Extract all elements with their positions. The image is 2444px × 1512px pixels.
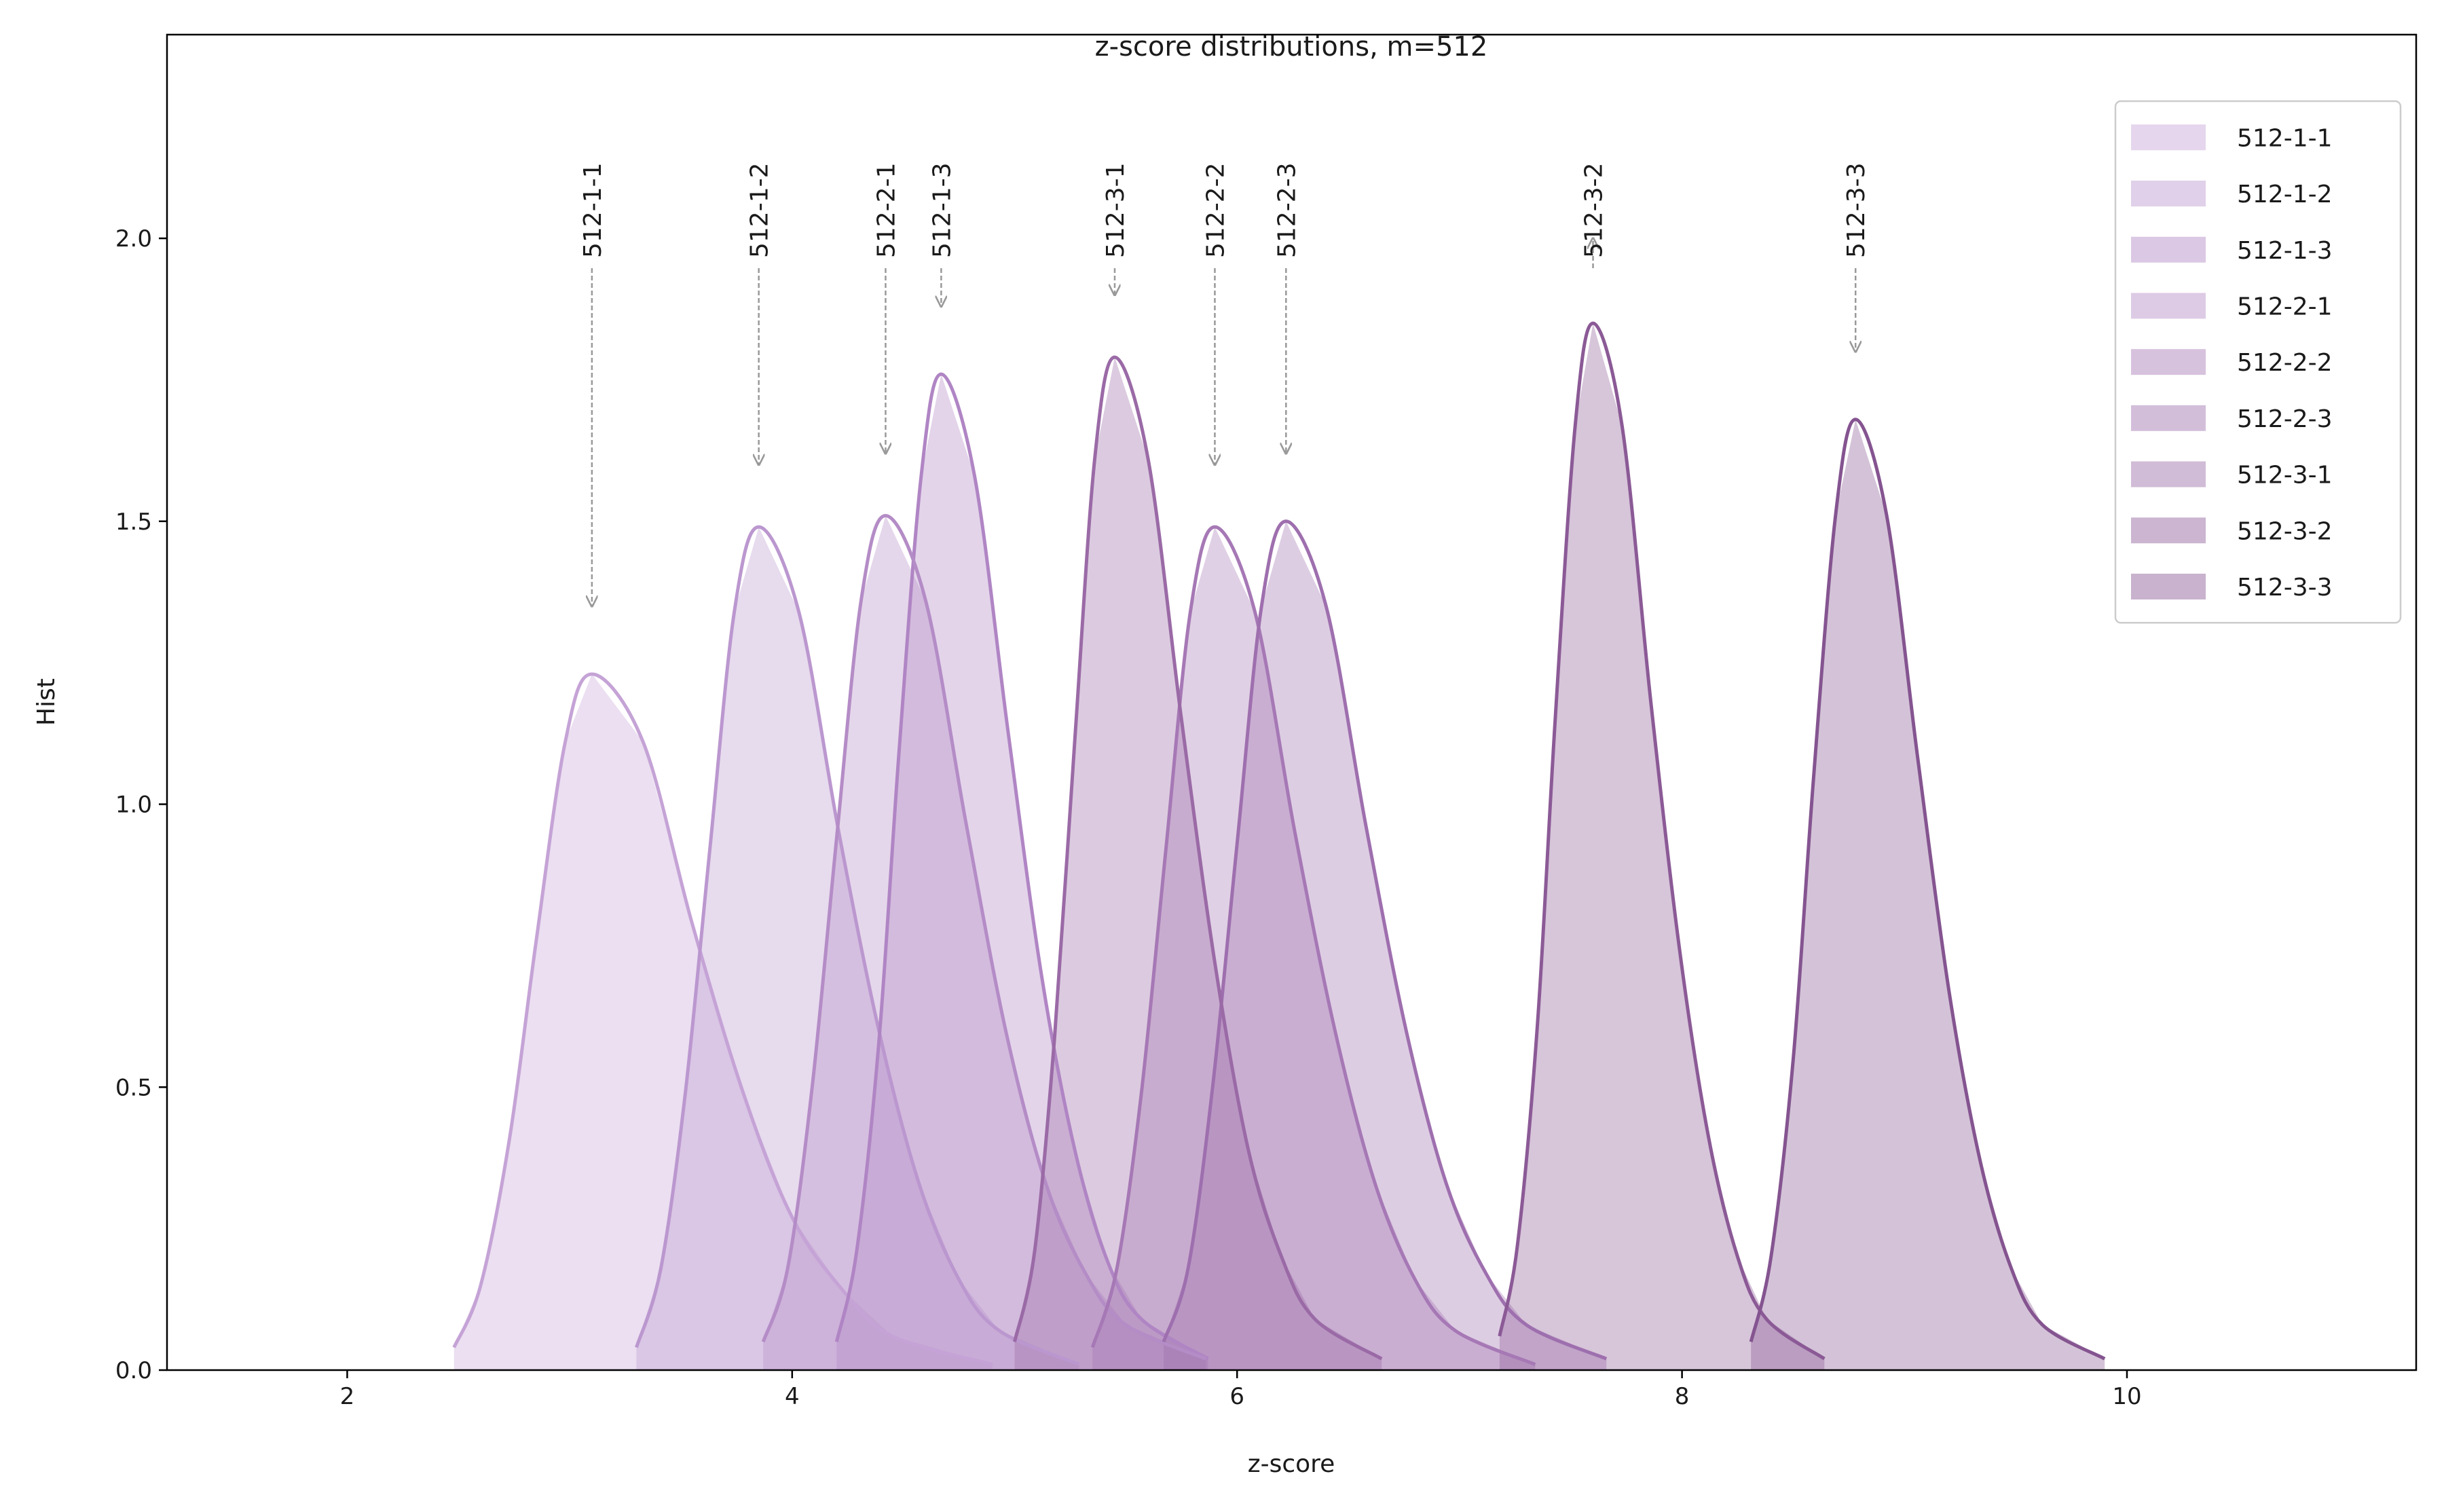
annotation-label: 512-1-1 <box>579 162 607 258</box>
annotation-label: 512-1-2 <box>746 162 774 258</box>
axes-frame <box>166 33 2418 1371</box>
plot-area: 512-1-1 512-1-2 512-2-1 512-1-3 512-3-1 512-2… <box>115 33 2418 1410</box>
x-tick-label: 6 <box>1229 1383 1244 1410</box>
legend-box <box>2114 100 2402 624</box>
annotation-label: 512-2-2 <box>1202 162 1229 258</box>
y-tick-label: 1.0 <box>115 792 152 819</box>
legend-label: 512-1-1 <box>2237 124 2333 152</box>
legend: 512-1-1 512-1-2 512-1-3 512-2-1 512-2-2 512-2… <box>2114 100 2402 624</box>
legend-swatch <box>2131 293 2206 319</box>
legend-swatch <box>2131 236 2206 263</box>
y-tick-label: 1.5 <box>115 509 152 536</box>
legend-swatch <box>2131 349 2206 375</box>
legend-label: 512-3-3 <box>2237 574 2333 602</box>
legend-swatch <box>2131 124 2206 151</box>
kde-line <box>1749 418 2106 1361</box>
hist-area <box>1164 521 1607 1370</box>
legend-label: 512-2-3 <box>2237 405 2333 433</box>
legend-label: 512-3-1 <box>2237 462 2333 490</box>
legend-swatch <box>2131 405 2206 431</box>
x-tick-label: 8 <box>1675 1383 1690 1410</box>
annotation-label: 512-2-3 <box>1273 162 1301 258</box>
y-axis-label: Hist <box>33 678 60 726</box>
hist-area <box>1499 323 1825 1371</box>
legend-swatch <box>2131 461 2206 487</box>
legend-label: 512-3-2 <box>2237 517 2333 545</box>
legend-label: 512-2-1 <box>2237 293 2333 320</box>
kde-line <box>761 513 1207 1361</box>
annotation-label: 512-3-2 <box>1580 162 1608 258</box>
legend-label: 512-1-3 <box>2237 237 2333 265</box>
kde-line <box>1013 355 1383 1361</box>
kde-line <box>1162 519 1608 1361</box>
legend-label: 512-2-2 <box>2237 349 2333 377</box>
chart-title: z-score distributions, m=512 <box>1095 31 1488 62</box>
kde-line <box>1090 525 1536 1366</box>
annotation-label: 512-1-3 <box>928 162 956 258</box>
legend-label: 512-1-2 <box>2237 181 2333 208</box>
x-tick-label: 10 <box>2112 1383 2141 1410</box>
y-tick-label: 0.5 <box>115 1074 152 1101</box>
kde-line <box>452 672 993 1367</box>
annotation-label: 512-3-1 <box>1102 162 1130 258</box>
legend-swatch <box>2131 517 2206 544</box>
hist-area <box>1014 357 1382 1370</box>
x-tick-label: 2 <box>340 1383 355 1410</box>
y-tick-label: 0.0 <box>115 1357 152 1384</box>
hist-area <box>1751 419 2105 1370</box>
hist-area <box>453 674 993 1370</box>
annotation-label: 512-2-1 <box>872 162 900 258</box>
x-axis-label: z-score <box>1248 1450 1335 1478</box>
kde-line <box>1498 321 1826 1361</box>
annotation-label: 512-3-3 <box>1843 162 1870 258</box>
legend-swatch <box>2131 573 2206 600</box>
y-tick-label: 2.0 <box>115 225 152 253</box>
x-tick-label: 4 <box>785 1383 800 1410</box>
hist-area <box>763 515 1206 1370</box>
kde-line <box>834 372 1209 1361</box>
legend-swatch <box>2131 181 2206 207</box>
kde-line <box>635 525 1080 1366</box>
hist-area <box>636 527 1079 1370</box>
